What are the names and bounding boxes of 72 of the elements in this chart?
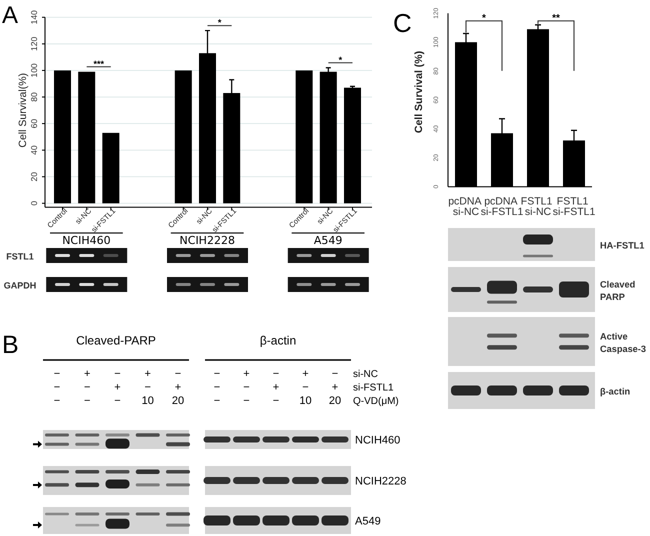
text: B [2, 331, 19, 359]
y-axis-title: Cell Survival(%) [17, 72, 29, 148]
x-tick-label: FSTL1 si-FSTL1 [552, 196, 596, 218]
text: − [54, 395, 60, 407]
text: Active Caspase-3 [600, 331, 646, 354]
text: + [114, 382, 121, 394]
text: NCIH2228 [180, 234, 235, 247]
y-tick-label: 40 [29, 145, 39, 155]
y-tick-label: 140 [29, 10, 39, 24]
text: − [84, 382, 90, 394]
text: − [214, 382, 220, 394]
text: Cleaved PARP [600, 279, 638, 302]
text: β-actin [600, 386, 630, 396]
y-axis-title: Cell Survival (%) [413, 50, 425, 134]
annotation: * [338, 54, 343, 65]
text: + [302, 368, 309, 380]
text: − [302, 382, 309, 394]
text: − [272, 368, 280, 380]
text: − [243, 395, 250, 407]
y-tick-label: 20 [29, 172, 39, 182]
text: Q-VD(μM) [353, 396, 399, 407]
text: + [332, 382, 338, 394]
text: GAPDH [4, 280, 36, 290]
annotation: *** [93, 58, 104, 69]
text: 10 [142, 395, 154, 407]
y-tick-label: 120 [29, 36, 39, 51]
text: si-NC [353, 369, 378, 380]
text: 10 [299, 395, 312, 407]
y-tick-label: 100 [29, 63, 39, 78]
text: HA-FSTL1 [600, 240, 644, 250]
text: NCIH460 [355, 434, 400, 446]
annotation: ** [552, 12, 560, 24]
text: si-FSTL1 [353, 382, 394, 394]
bar [78, 72, 96, 204]
text: A549 [355, 516, 381, 528]
text: − [214, 368, 220, 380]
text: A549 [314, 234, 342, 247]
text: − [332, 368, 338, 380]
bar [174, 70, 192, 204]
text: FSTL1 [6, 252, 34, 262]
text: 20 [172, 395, 184, 407]
y-tick-label: 80 [29, 92, 39, 102]
text: − [272, 395, 280, 407]
bar [54, 70, 71, 204]
text: + [174, 382, 182, 394]
chart-title: A [2, 2, 18, 29]
bar [344, 88, 361, 204]
text: + [243, 368, 250, 380]
annotation: * [218, 18, 222, 28]
bar [102, 132, 120, 204]
text: − [54, 382, 60, 394]
text: − [114, 395, 121, 407]
text: + [272, 382, 280, 394]
bar [296, 70, 313, 204]
text: NCIH2228 [355, 476, 406, 488]
text: Cleaved-PARP [76, 334, 156, 348]
text: NCIH460 [62, 234, 111, 247]
text: − [214, 395, 220, 407]
text: − [174, 368, 182, 380]
annotation: * [482, 12, 486, 24]
y-tick-label: 60 [29, 118, 39, 128]
text: − [84, 395, 90, 407]
text: + [84, 368, 90, 380]
text: − [243, 382, 250, 394]
text: − [144, 382, 151, 394]
chart-title: C [393, 8, 412, 38]
text: 20 [328, 395, 342, 407]
y-tick-label: 0 [29, 200, 39, 206]
text: − [114, 368, 121, 380]
text: − [54, 368, 60, 380]
text: β-actin [260, 334, 296, 348]
text: + [144, 368, 151, 380]
